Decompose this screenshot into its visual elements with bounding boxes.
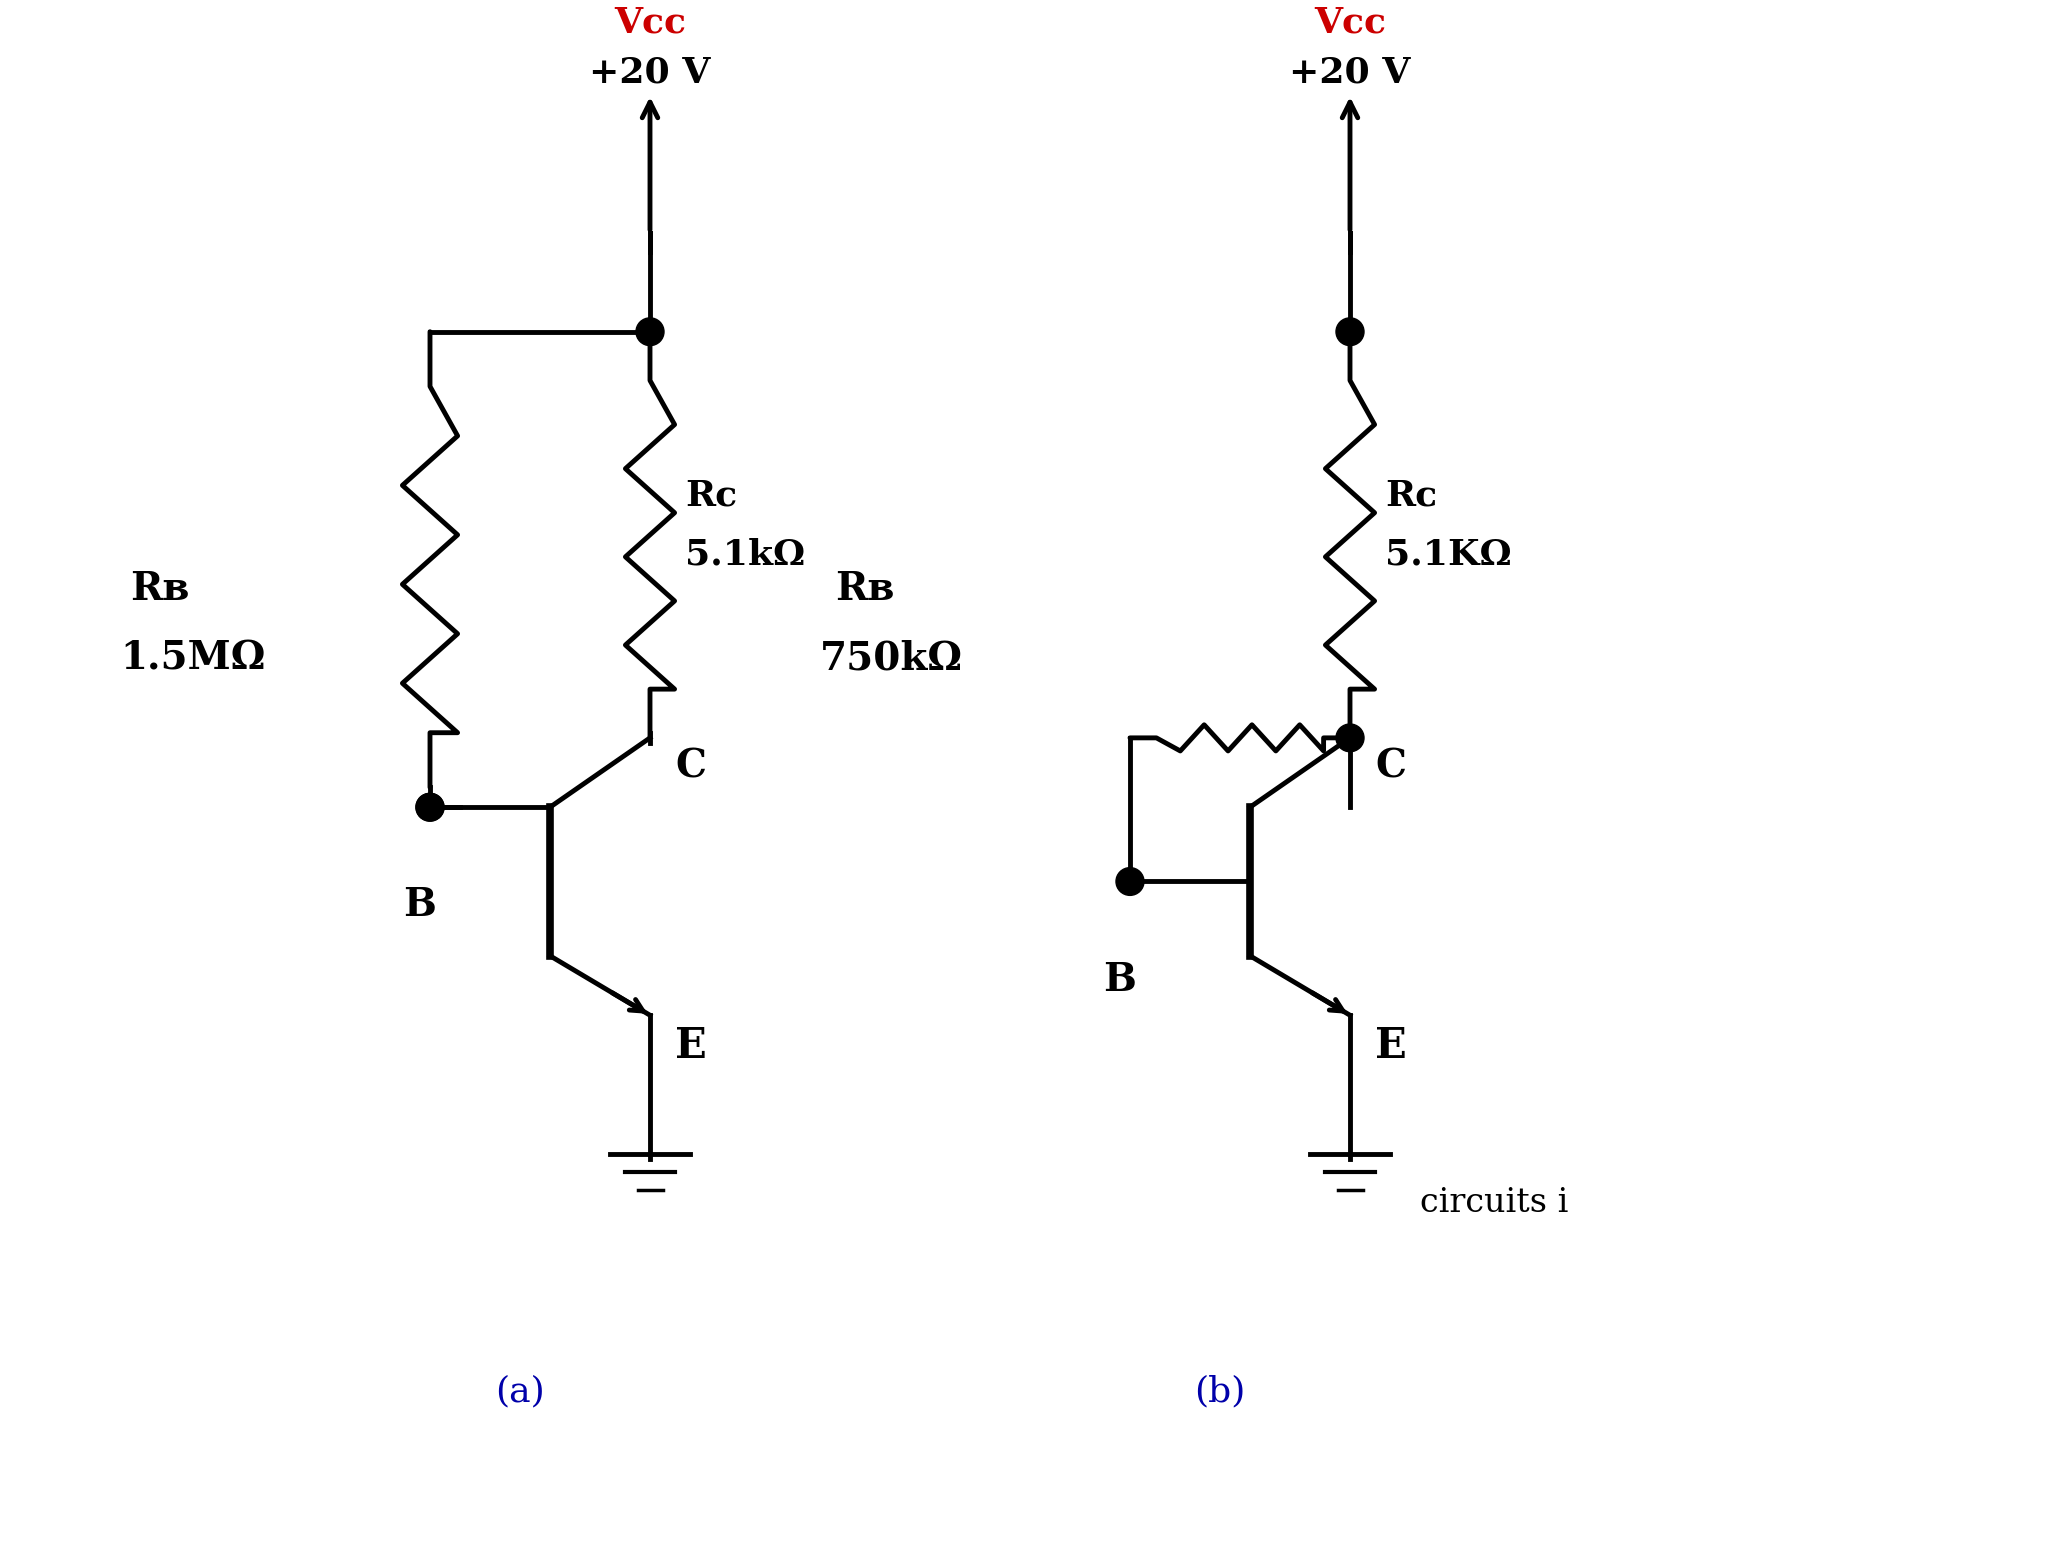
Text: C: C xyxy=(675,748,706,785)
Circle shape xyxy=(1336,317,1365,346)
Text: B: B xyxy=(403,887,436,924)
Circle shape xyxy=(636,317,665,346)
Text: +20 V: +20 V xyxy=(589,55,710,89)
Text: Rʙ: Rʙ xyxy=(131,571,190,608)
Text: (b): (b) xyxy=(1195,1375,1246,1409)
Text: E: E xyxy=(675,1024,706,1067)
Circle shape xyxy=(415,793,444,821)
Text: Rᴄ: Rᴄ xyxy=(1385,479,1436,511)
Text: E: E xyxy=(1375,1024,1408,1067)
Text: 750kΩ: 750kΩ xyxy=(820,640,964,677)
Circle shape xyxy=(1115,868,1144,895)
Text: 5.1kΩ: 5.1kΩ xyxy=(685,538,806,571)
Text: 5.1KΩ: 5.1KΩ xyxy=(1385,538,1512,571)
Text: B: B xyxy=(1103,960,1136,999)
Text: Vcc: Vcc xyxy=(614,6,685,39)
Circle shape xyxy=(415,793,444,821)
Text: (a): (a) xyxy=(495,1375,544,1409)
Text: +20 V: +20 V xyxy=(1289,55,1410,89)
Text: C: C xyxy=(1375,748,1406,785)
Text: Rʙ: Rʙ xyxy=(835,571,894,608)
Text: Rc: Rc xyxy=(685,479,737,511)
Text: Vcc: Vcc xyxy=(1314,6,1385,39)
Text: 1.5MΩ: 1.5MΩ xyxy=(121,640,266,677)
Text: circuits i: circuits i xyxy=(1420,1187,1569,1220)
Circle shape xyxy=(1336,724,1365,752)
